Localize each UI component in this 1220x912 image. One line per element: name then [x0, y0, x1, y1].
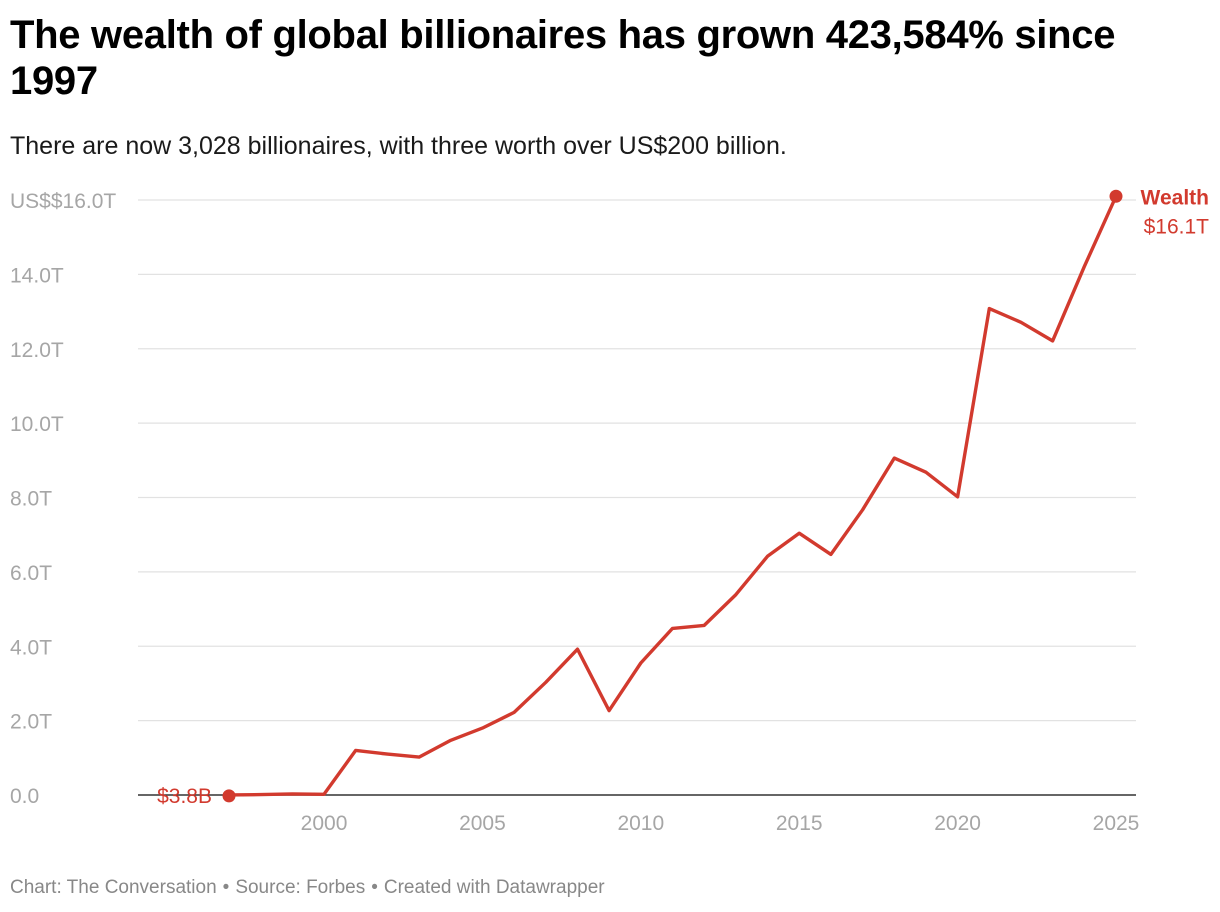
x-tick-label: 2000 [301, 812, 348, 835]
x-axis-ticks: 2000 2005 2010 2015 2020 2025 [301, 812, 1140, 835]
x-tick-label: 2015 [776, 812, 823, 835]
x-tick-label: 2020 [934, 812, 981, 835]
y-tick-label: US$$16.0T [10, 190, 116, 213]
x-tick-label: 2005 [459, 812, 506, 835]
y-tick-label: 12.0T [10, 339, 64, 362]
series-line-wealth [228, 195, 1118, 797]
y-tick-label: 2.0T [10, 711, 52, 734]
y-axis-ticks: 0.0 2.0T 4.0T 6.0T 8.0T 10.0T 12.0T 14.0T US$$16… [10, 190, 116, 808]
start-point-marker [222, 789, 236, 803]
end-value-label: $16.1T [1144, 215, 1210, 238]
chart-subtitle: There are now 3,028 billionaires, with t… [10, 132, 787, 160]
y-tick-label: 10.0T [10, 413, 64, 436]
y-tick-label: 8.0T [10, 488, 52, 511]
y-tick-label: 14.0T [10, 264, 64, 287]
x-tick-label: 2010 [617, 812, 664, 835]
footer-separator: • [222, 877, 230, 898]
gridlines [138, 199, 1136, 722]
chart-credit: Chart: The Conversation [10, 877, 217, 898]
footer-separator: • [371, 877, 378, 898]
legend-label-wealth: Wealth [1141, 186, 1209, 209]
y-tick-label: 4.0T [10, 636, 52, 659]
x-tick-label: 2025 [1093, 812, 1140, 835]
y-tick-label: 0.0 [10, 785, 39, 808]
chart-title: The wealth of global billionaires has gr… [10, 13, 1116, 103]
created-with-credit: Created with Datawrapper [383, 877, 605, 898]
y-tick-label: 6.0T [10, 562, 52, 585]
source-credit: Source: Forbes [235, 877, 366, 898]
footer-credits: Chart: The Conversation • Source: Forbes • C… [10, 876, 605, 900]
start-value-label: $3.8B [157, 785, 212, 808]
end-point-marker [1109, 189, 1123, 203]
